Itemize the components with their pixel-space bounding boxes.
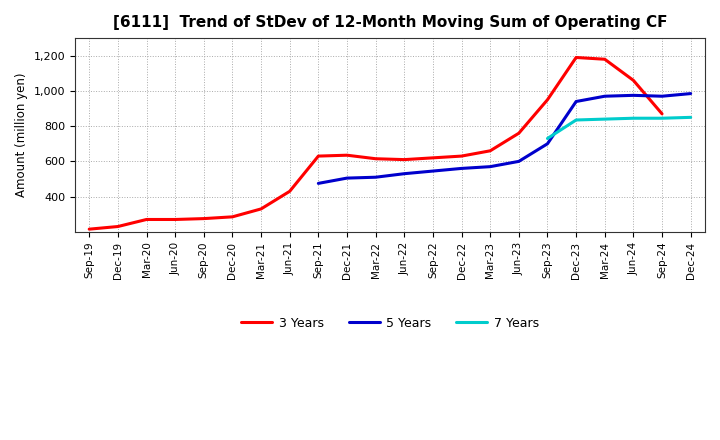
3 Years xyxy=(257,206,266,212)
3 Years xyxy=(228,214,237,220)
Legend: 3 Years, 5 Years, 7 Years: 3 Years, 5 Years, 7 Years xyxy=(236,312,544,335)
5 Years xyxy=(400,171,408,176)
Line: 7 Years: 7 Years xyxy=(547,117,690,139)
3 Years xyxy=(199,216,208,221)
3 Years xyxy=(657,111,666,117)
5 Years xyxy=(686,91,695,96)
7 Years xyxy=(686,115,695,120)
3 Years xyxy=(400,157,408,162)
3 Years xyxy=(114,224,122,229)
5 Years xyxy=(457,166,466,171)
5 Years xyxy=(372,175,380,180)
7 Years xyxy=(657,116,666,121)
3 Years xyxy=(85,227,94,232)
5 Years xyxy=(600,94,609,99)
5 Years xyxy=(543,141,552,147)
7 Years xyxy=(543,136,552,141)
3 Years xyxy=(543,97,552,103)
3 Years xyxy=(486,148,495,154)
5 Years xyxy=(428,169,437,174)
Line: 5 Years: 5 Years xyxy=(318,94,690,183)
7 Years xyxy=(629,116,638,121)
Line: 3 Years: 3 Years xyxy=(89,58,662,229)
Title: [6111]  Trend of StDev of 12-Month Moving Sum of Operating CF: [6111] Trend of StDev of 12-Month Moving… xyxy=(113,15,667,30)
3 Years xyxy=(171,217,179,222)
3 Years xyxy=(572,55,580,60)
3 Years xyxy=(457,154,466,159)
5 Years xyxy=(657,94,666,99)
3 Years xyxy=(314,154,323,159)
3 Years xyxy=(372,156,380,161)
5 Years xyxy=(314,181,323,186)
3 Years xyxy=(428,155,437,161)
5 Years xyxy=(629,93,638,98)
3 Years xyxy=(600,57,609,62)
3 Years xyxy=(515,131,523,136)
7 Years xyxy=(572,117,580,123)
5 Years xyxy=(515,159,523,164)
3 Years xyxy=(343,153,351,158)
Y-axis label: Amount (million yen): Amount (million yen) xyxy=(15,73,28,197)
5 Years xyxy=(486,164,495,169)
3 Years xyxy=(629,78,638,83)
3 Years xyxy=(285,189,294,194)
7 Years xyxy=(600,117,609,122)
5 Years xyxy=(572,99,580,104)
3 Years xyxy=(142,217,150,222)
5 Years xyxy=(343,176,351,181)
